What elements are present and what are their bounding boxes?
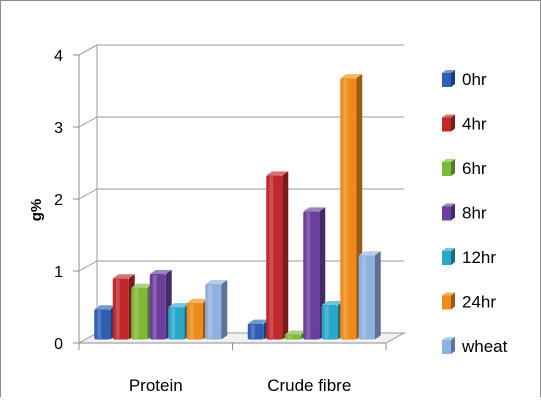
y-tick-label: 0 — [54, 336, 63, 353]
legend-item-wheat: wheat — [442, 337, 508, 356]
x-tick-label: Crude fibre — [267, 376, 351, 395]
legend-label: 4hr — [462, 115, 487, 134]
bar-wheat-crude-fibre — [358, 251, 381, 340]
y-tick-label: 4 — [54, 48, 63, 65]
gridlines — [78, 44, 404, 272]
gridline — [78, 116, 404, 128]
y-tick-label: 1 — [54, 264, 63, 281]
legend-label: 24hr — [462, 293, 496, 312]
legend-label: wheat — [461, 337, 508, 356]
bar-8hr-crude-fibre — [303, 207, 326, 340]
bar-8hr-protein — [149, 269, 172, 340]
legend-item-24hr: 24hr — [442, 292, 496, 312]
legend-item-4hr: 4hr — [442, 114, 487, 134]
legend-item-8hr: 8hr — [442, 203, 487, 223]
x-tick-label: Protein — [129, 376, 183, 395]
gridline — [78, 260, 404, 272]
legend-swatch — [442, 292, 455, 310]
y-axis-label: g% — [28, 199, 45, 222]
y-tick-label: 3 — [54, 120, 63, 137]
legend-item-6hr: 6hr — [442, 159, 487, 178]
gridline — [78, 44, 404, 56]
legend-item-0hr: 0hr — [442, 70, 487, 89]
legend-label: 8hr — [462, 204, 487, 223]
y-axis: 0 1 2 3 4 — [54, 48, 80, 353]
legend-item-12hr: 12hr — [442, 248, 496, 267]
legend-swatch — [442, 159, 455, 176]
legend-swatch — [442, 203, 455, 221]
legend: 0hr 4hr 6hr 8hr 12hr 24hr wheat — [442, 70, 508, 356]
legend-swatch — [442, 70, 455, 87]
legend-label: 12hr — [462, 248, 496, 267]
legend-swatch — [442, 248, 455, 265]
x-axis: Protein Crude fibre — [78, 342, 387, 395]
bars — [94, 74, 381, 340]
gridline — [78, 188, 404, 200]
bar-wheat-protein — [205, 280, 228, 340]
y-tick-label: 2 — [54, 192, 63, 209]
legend-swatch — [442, 337, 455, 354]
legend-label: 6hr — [462, 159, 487, 178]
legend-swatch — [442, 114, 455, 132]
bar-4hr-crude-fibre — [266, 171, 289, 340]
legend-label: 0hr — [462, 70, 487, 89]
